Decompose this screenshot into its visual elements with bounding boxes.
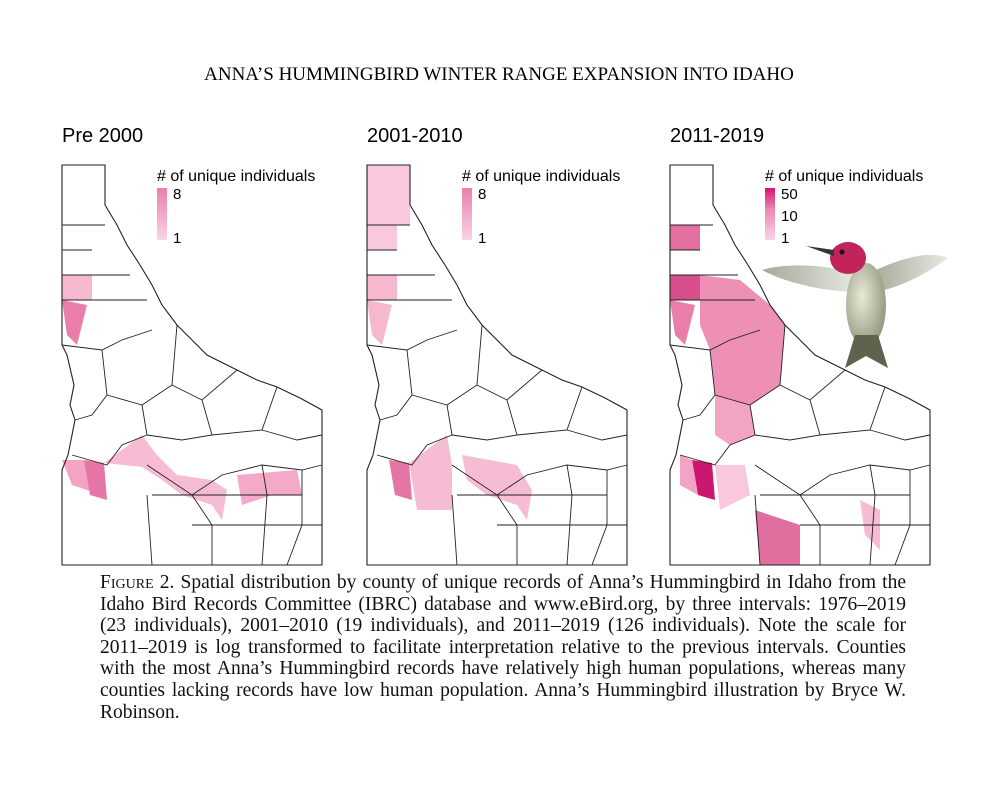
county-border <box>669 329 761 351</box>
county-border <box>106 324 178 406</box>
figure-caption: Figure 2. Spatial distribution by county… <box>100 572 906 723</box>
state-border <box>366 164 628 566</box>
county-border <box>366 329 458 351</box>
county-border <box>376 404 453 466</box>
legend-label: 1 <box>173 230 181 247</box>
county-highlight <box>670 300 695 345</box>
county-highlight <box>389 460 412 500</box>
legend-gradient <box>157 188 167 240</box>
figure: ANNA’S HUMMINGBIRD WINTER RANGE EXPANSIO… <box>61 64 948 566</box>
county-border <box>679 404 756 466</box>
county-highlight <box>680 455 698 495</box>
county-highlight <box>367 165 410 225</box>
idaho-map <box>669 164 931 566</box>
idaho-map <box>61 164 323 566</box>
legend-gradient <box>462 188 472 240</box>
hummingbird-illustration <box>762 242 948 368</box>
county-border <box>754 494 761 566</box>
county-highlight <box>755 510 800 565</box>
county-highlight <box>462 455 532 520</box>
county-highlight <box>409 435 452 510</box>
legend-label: 1 <box>478 230 486 247</box>
legend-label: 50 <box>781 186 798 203</box>
county-highlight <box>692 460 715 500</box>
legend-label: 10 <box>781 208 798 225</box>
county-border <box>411 324 483 406</box>
county-highlight <box>670 225 700 250</box>
county-border <box>61 329 153 351</box>
state-border <box>669 164 931 566</box>
panel-label: 2001-2010 <box>367 125 463 147</box>
figure-title: ANNA’S HUMMINGBIRD WINTER RANGE EXPANSIO… <box>204 64 794 85</box>
panel-label: Pre 2000 <box>62 125 143 147</box>
county-border <box>261 429 323 441</box>
county-highlight <box>715 395 755 445</box>
county-border <box>74 349 108 421</box>
county-border <box>146 494 153 566</box>
county-border <box>146 399 213 441</box>
county-border <box>754 464 931 496</box>
county-border <box>682 349 716 421</box>
legend-label: 8 <box>478 186 486 203</box>
legend-label: 8 <box>173 186 181 203</box>
county-border <box>146 464 323 496</box>
county-highlight <box>367 275 397 300</box>
county-border <box>379 349 413 421</box>
panel-label: 2011-2019 <box>670 125 764 147</box>
county-border <box>869 429 931 441</box>
legend-title: # of unique individuals <box>765 168 923 185</box>
county-highlight <box>715 465 750 510</box>
county-border <box>451 494 458 566</box>
county-highlight <box>367 300 392 345</box>
legend-title: # of unique individuals <box>462 168 620 185</box>
county-highlight <box>367 225 397 250</box>
caption-text: Spatial distribution by county of unique… <box>100 572 906 723</box>
legend-title: # of unique individuals <box>157 168 315 185</box>
county-border <box>451 399 518 441</box>
county-border <box>714 324 786 406</box>
county-highlight <box>84 460 107 500</box>
county-highlight <box>700 275 785 405</box>
county-highlight <box>62 300 87 345</box>
county-border <box>451 464 628 496</box>
state-border <box>61 164 323 566</box>
county-border <box>566 429 628 441</box>
county-highlight <box>237 470 302 505</box>
legend-gradient <box>765 188 775 240</box>
county-highlight <box>670 275 700 300</box>
county-highlight <box>62 275 92 300</box>
figure-label: Figure 2. <box>100 572 175 593</box>
legend-label: 1 <box>781 230 789 247</box>
idaho-map <box>366 164 628 566</box>
county-border <box>754 399 821 441</box>
county-border <box>71 404 148 466</box>
